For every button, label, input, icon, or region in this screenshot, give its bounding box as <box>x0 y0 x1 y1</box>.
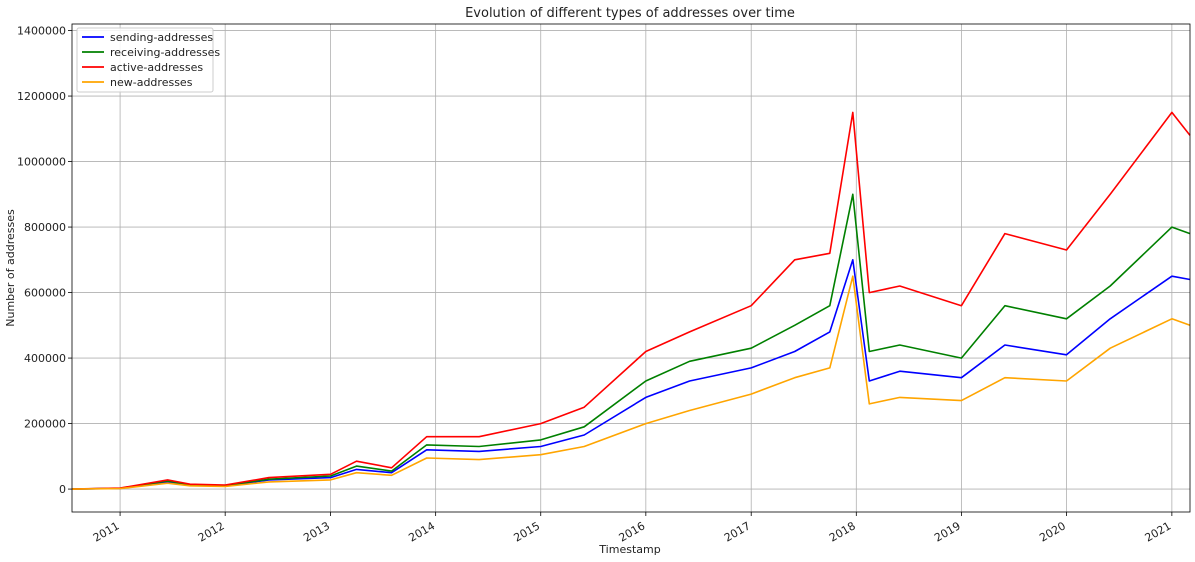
y-tick-label: 200000 <box>24 418 66 431</box>
legend: sending-addresses receiving-addresses acti… <box>76 27 220 93</box>
x-tick-label: 2017 <box>722 519 753 544</box>
legend-label: sending-addresses <box>110 31 213 44</box>
series-line-new-addresses <box>71 275 1191 490</box>
y-axis-ticks: 0 200000 400000 600000 800000 1000000 1200000 1… <box>17 25 72 496</box>
grid <box>72 24 1190 512</box>
legend-box <box>76 27 214 93</box>
x-tick-label: 2015 <box>511 519 542 544</box>
series-lines <box>71 111 1191 490</box>
series-line-active-addresses <box>71 111 1191 490</box>
y-axis-title: Number of addresses <box>4 209 17 327</box>
y-tick-label: 1000000 <box>17 156 66 169</box>
x-axis-ticks: 2011 2012 2013 2014 2015 2016 2017 2018 2019 2020… <box>91 512 1174 545</box>
x-tick-label: 2013 <box>301 519 332 544</box>
y-tick-label: 0 <box>59 483 66 496</box>
x-tick-label: 2018 <box>827 519 858 544</box>
x-axis-title: Timestamp <box>598 543 660 556</box>
y-tick-label: 1400000 <box>17 25 66 38</box>
legend-label: new-addresses <box>110 76 193 89</box>
x-tick-label: 2020 <box>1037 519 1068 544</box>
legend-label: active-addresses <box>110 61 203 74</box>
x-tick-label: 2014 <box>406 519 437 544</box>
y-tick-label: 800000 <box>24 221 66 234</box>
series-line-sending-addresses <box>71 258 1191 490</box>
x-tick-label: 2016 <box>617 519 648 544</box>
legend-label: receiving-addresses <box>110 46 220 59</box>
plot-frame <box>71 23 1191 513</box>
x-tick-label: 2019 <box>932 519 963 544</box>
y-tick-label: 1200000 <box>17 90 66 103</box>
x-tick-label: 2012 <box>196 519 227 544</box>
y-tick-label: 600000 <box>24 287 66 300</box>
chart-title: Evolution of different types of addresse… <box>465 6 795 21</box>
y-tick-label: 400000 <box>24 352 66 365</box>
x-tick-label: 2011 <box>91 519 122 544</box>
x-tick-label: 2021 <box>1143 519 1174 544</box>
